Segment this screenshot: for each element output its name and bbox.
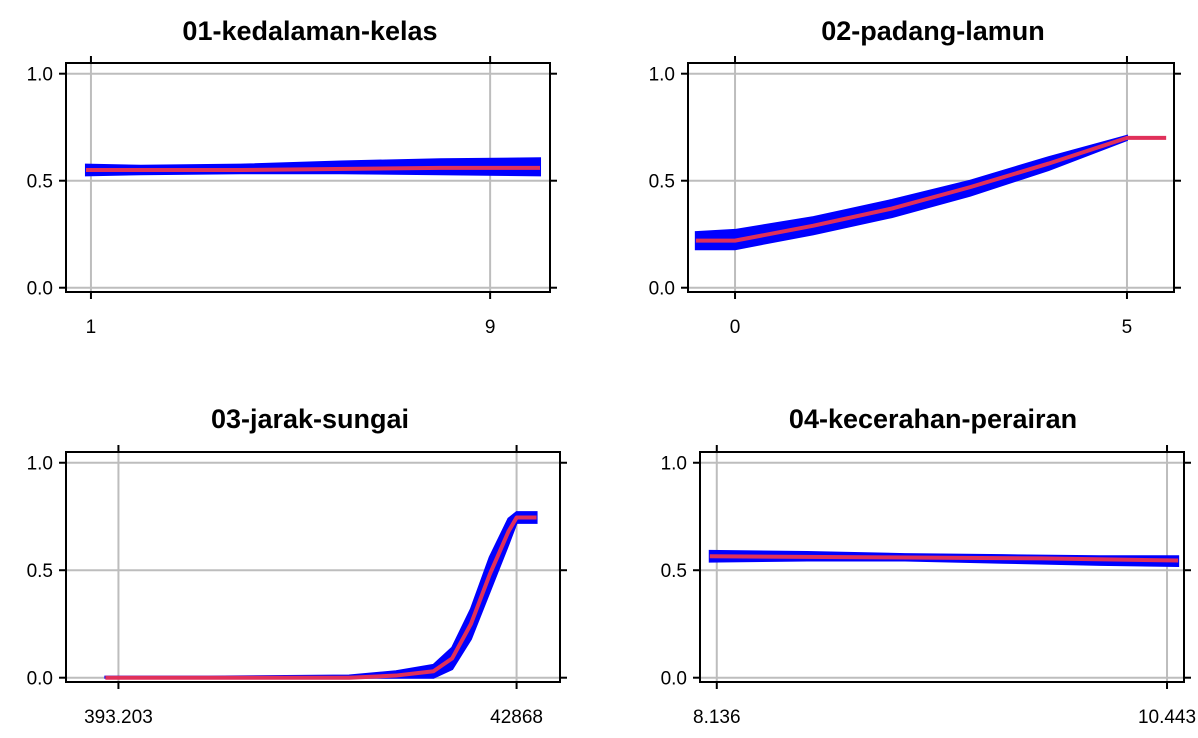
y-tick-label: 0.5: [661, 561, 687, 582]
x-tick-label: 10.443: [1138, 707, 1196, 728]
y-tick-label: 0.5: [27, 561, 53, 582]
uncertainty-band: [694, 134, 1128, 251]
uncertainty-band: [104, 511, 538, 679]
chart-title: 02-padang-lamun: [821, 16, 1045, 46]
x-tick-label: 9: [485, 317, 496, 338]
plot-frame: [65, 451, 561, 683]
y-tick-label: 0.5: [649, 172, 675, 193]
plot-frame: [699, 451, 1185, 683]
y-tick-label: 0.0: [661, 669, 687, 690]
x-tick-label: 393.203: [84, 707, 153, 728]
y-tick-label: 0.0: [27, 279, 53, 300]
plot-frame: [687, 62, 1175, 293]
chart-panel-3: 03-jarak-sungai 0.0 0.5 1.0 393.203 42868: [27, 404, 567, 728]
y-tick-label: 1.0: [661, 454, 687, 475]
chart-title: 01-kedalaman-kelas: [182, 16, 437, 46]
x-tick-label: 0: [730, 317, 741, 338]
response-curve: [85, 165, 541, 173]
y-tick-label: 0.0: [649, 279, 675, 300]
chart-panel-1: 01-kedalaman-kelas 0.0 0.5 1.0 1 9: [27, 16, 557, 338]
response-curve: [105, 515, 537, 680]
plot-frame: [65, 62, 551, 293]
chart-panel-2: 02-padang-lamun 0.0 0.5 1.0 0 5: [649, 16, 1181, 338]
x-tick-label: 1: [86, 317, 97, 338]
y-tick-label: 1.0: [27, 65, 53, 86]
y-tick-label: 0.5: [27, 172, 53, 193]
chart-title: 03-jarak-sungai: [211, 404, 409, 434]
x-tick-label: 5: [1122, 317, 1133, 338]
chart-title: 04-kecerahan-perairan: [789, 404, 1077, 434]
y-tick-label: 1.0: [27, 454, 53, 475]
response-curve: [695, 135, 1167, 243]
chart-panel-4: 04-kecerahan-perairan 0.0 0.5 1.0 8.136 10.44…: [661, 404, 1197, 728]
x-tick-label: 42868: [490, 707, 543, 728]
y-tick-label: 0.0: [27, 669, 53, 690]
x-tick-label: 8.136: [693, 707, 741, 728]
response-curve: [709, 554, 1179, 563]
y-tick-label: 1.0: [649, 65, 675, 86]
